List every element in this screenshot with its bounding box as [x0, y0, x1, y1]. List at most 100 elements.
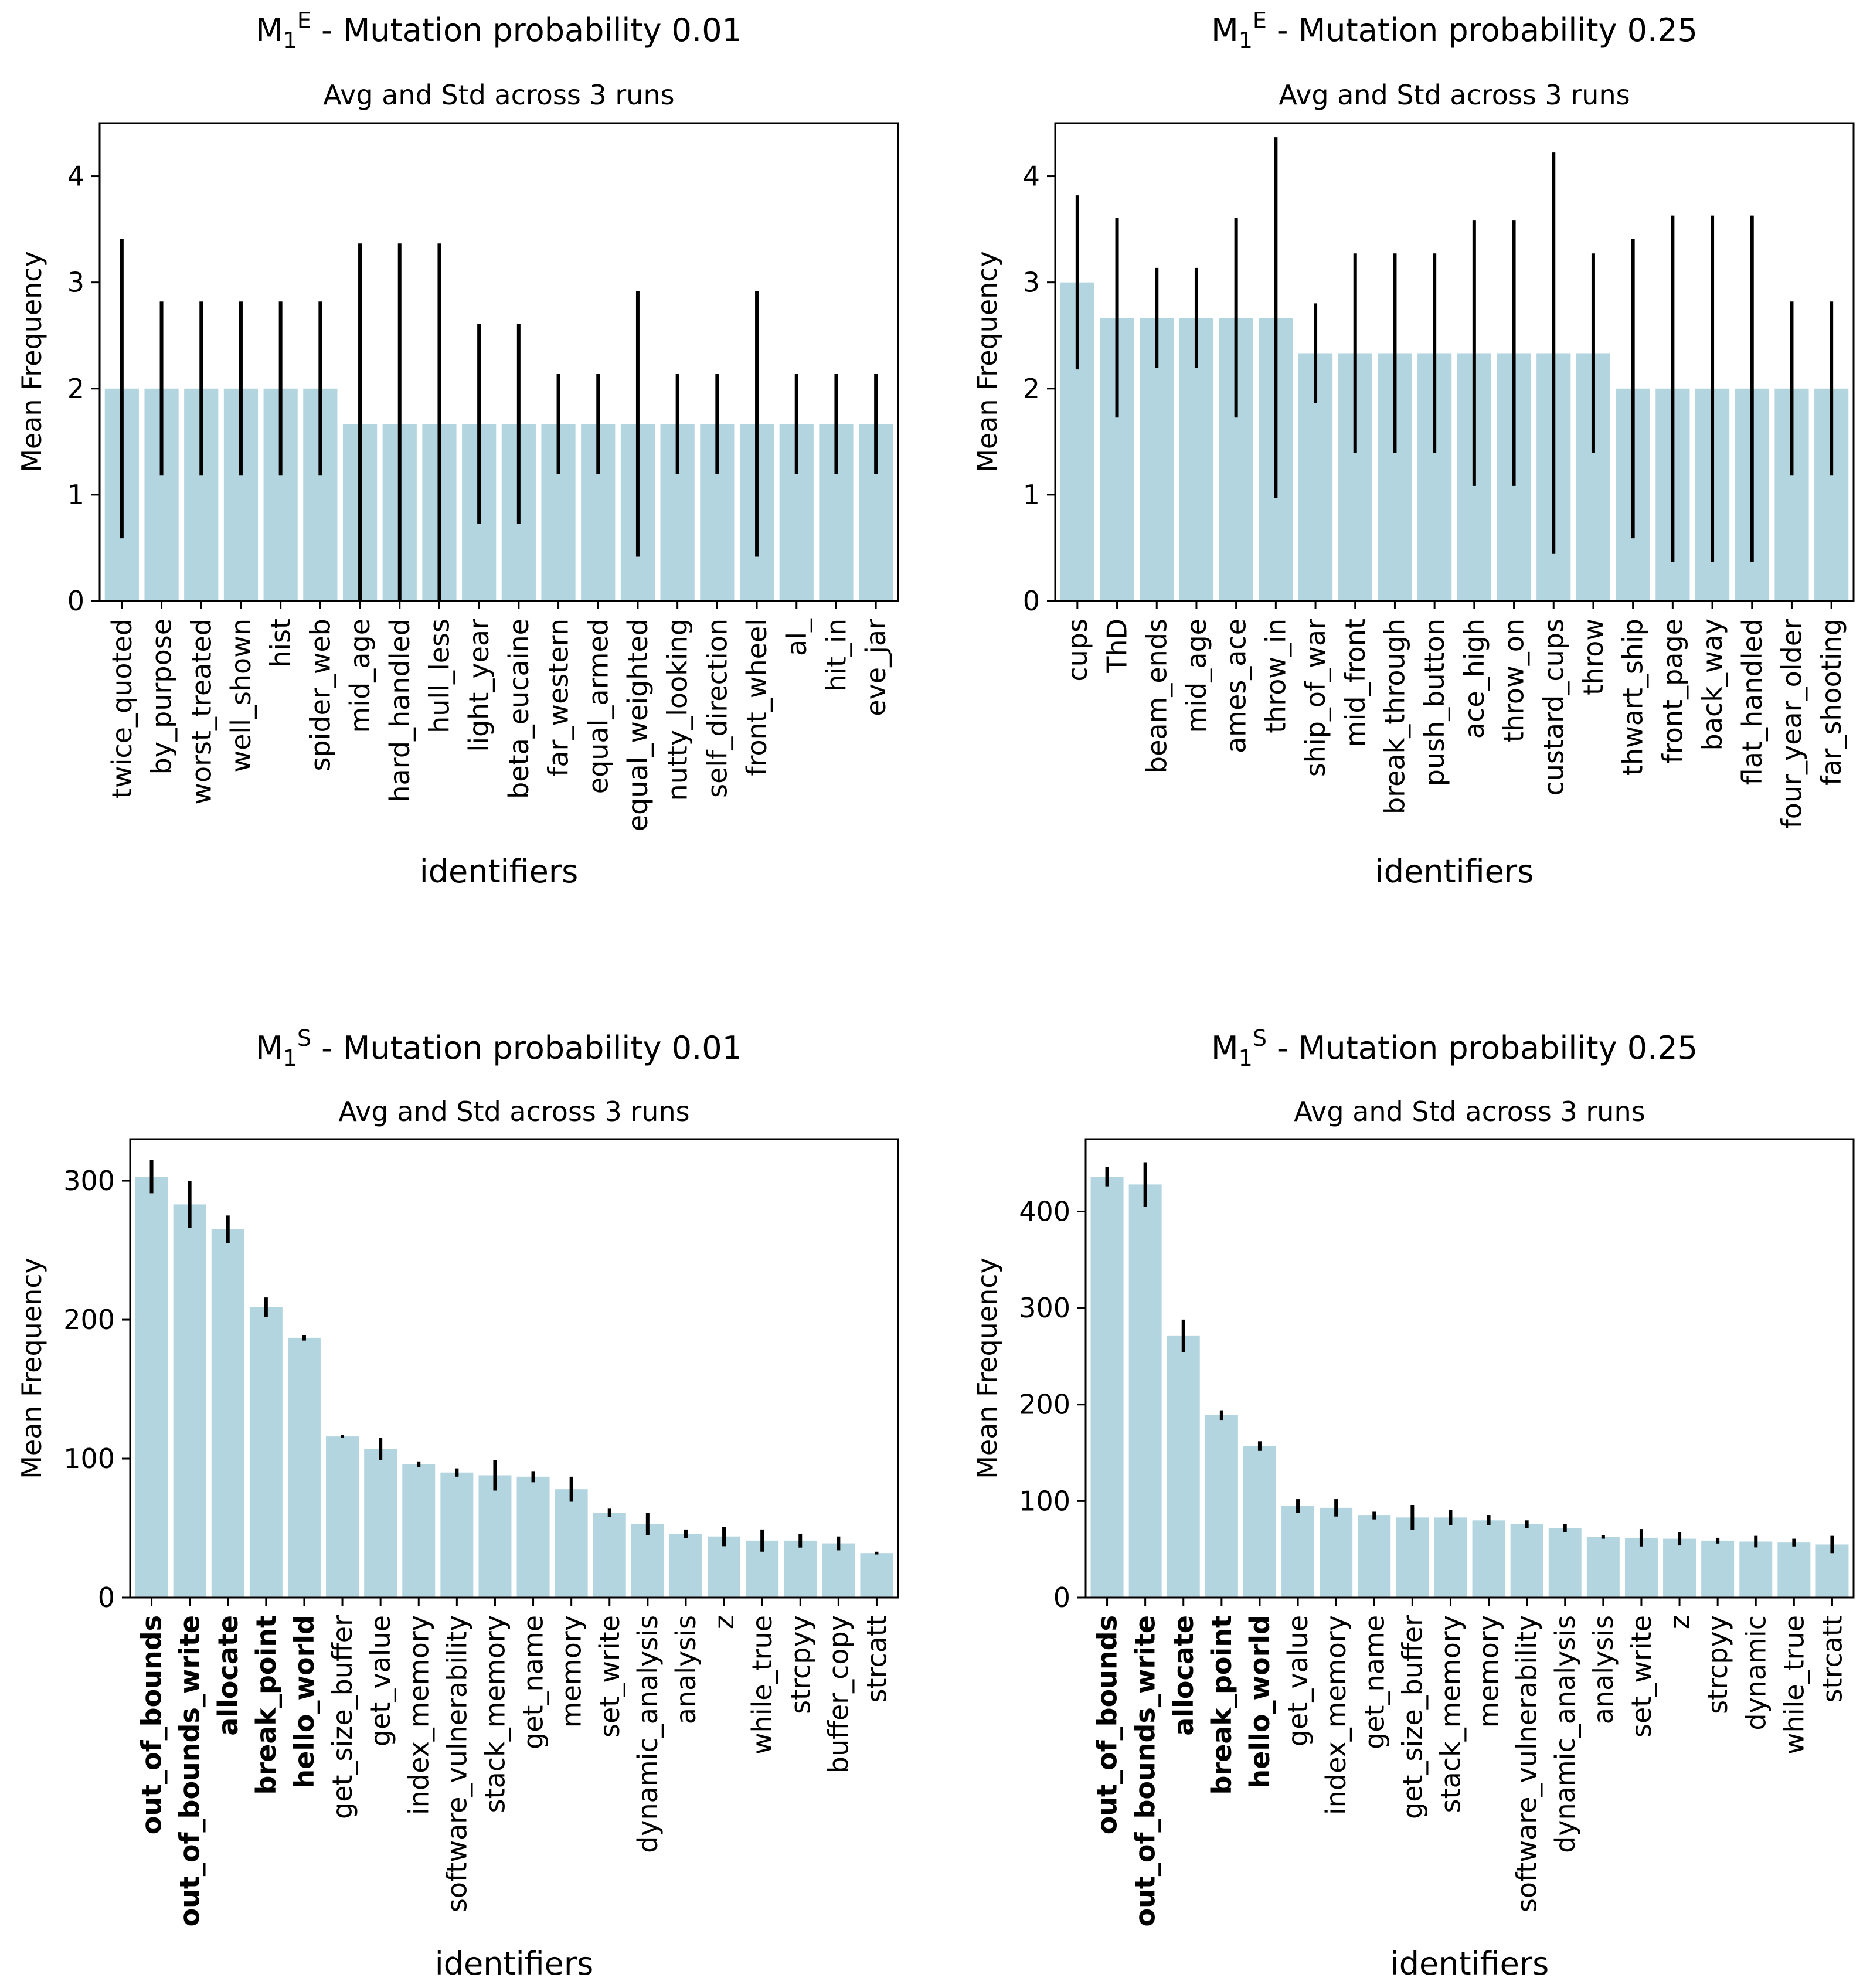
x-tick-label: hull_less — [423, 619, 455, 733]
bar — [135, 1176, 168, 1598]
x-tick-label: throw_in — [1260, 619, 1291, 733]
x-tick-label: out_of_bounds — [1092, 1615, 1123, 1834]
x-tick-label: hard_handled — [384, 619, 416, 803]
bar — [1090, 1177, 1124, 1598]
bar — [1434, 1517, 1467, 1598]
chart-title: M1E - Mutation probability 0.25 — [1211, 8, 1698, 53]
bar — [402, 1464, 436, 1598]
x-tick-label: nutty_looking — [662, 619, 693, 801]
x-tick-label: beam_ends — [1141, 619, 1172, 773]
plot-frame — [129, 1138, 899, 1599]
x-tick-label: out_of_bounds_write — [1130, 1615, 1161, 1926]
x-tick-label: equal_armed — [582, 619, 614, 794]
y-tick-label: 200 — [63, 1304, 115, 1335]
chart-marks: 0 1 2 3 4 twice_quoted by_purpose worst_treated… — [67, 122, 899, 831]
chart-title: M1E - Mutation probability 0.01 — [256, 8, 742, 53]
x-tick-label: well_shown — [225, 619, 257, 773]
chart-panel-me-025: M1E - Mutation probability 0.25 Avg and … — [971, 8, 1855, 890]
x-tick-label: while_true — [746, 1615, 778, 1755]
bar — [211, 1229, 244, 1598]
y-tick-label: 100 — [63, 1443, 115, 1474]
x-tick-label: ames_ace — [1220, 619, 1252, 753]
chart-marks: 0 1 2 3 4 cups ThD beam_ends mid_age ames_ace thro… — [1023, 122, 1855, 828]
bar — [1243, 1446, 1276, 1598]
x-tick-label: stack_memory — [479, 1615, 511, 1813]
x-tick-label: dynamic_analysis — [632, 1615, 664, 1853]
x-tick-label: while_true — [1778, 1615, 1810, 1755]
x-axis-label: identifiers — [435, 1945, 593, 1982]
chart-panel-me-001: M1E - Mutation probability 0.01 Avg and … — [16, 8, 899, 890]
bar — [1815, 1544, 1849, 1598]
bar — [287, 1337, 321, 1598]
x-tick-label: memory — [556, 1615, 587, 1728]
bar — [822, 1543, 855, 1598]
bar — [669, 1533, 702, 1598]
chart-title: M1S - Mutation probability 0.25 — [1211, 1025, 1698, 1071]
x-tick-label: get_value — [365, 1615, 396, 1746]
bar — [478, 1475, 512, 1598]
x-tick-label: break_point — [250, 1615, 282, 1795]
bar — [1586, 1537, 1620, 1598]
x-axis-label: identifiers — [420, 853, 578, 890]
x-tick-label: get_value — [1282, 1615, 1314, 1746]
y-tick-label: 0 — [1053, 1582, 1070, 1613]
x-tick-label: light_year — [463, 619, 495, 752]
chart-subtitle: Avg and Std across 3 runs — [1279, 79, 1630, 111]
y-axis-label: Mean Frequency — [971, 251, 1003, 473]
x-tick-label: throw_on — [1498, 619, 1530, 742]
x-tick-label: mid_age — [344, 619, 376, 733]
x-tick-label: flat_handled — [1736, 619, 1768, 785]
bar — [1396, 1517, 1429, 1598]
x-tick-label: allocate — [212, 1615, 244, 1736]
y-tick-label: 0 — [1023, 585, 1040, 617]
x-tick-label: break_through — [1379, 619, 1410, 814]
bar — [593, 1513, 626, 1598]
x-tick-label: mid_age — [1181, 619, 1212, 733]
x-tick-label: break_point — [1206, 1615, 1237, 1795]
x-tick-label: by_purpose — [146, 619, 178, 774]
x-tick-label: buffer_copy — [822, 1615, 854, 1773]
y-tick-label: 0 — [67, 585, 84, 617]
x-tick-label: mid_front — [1339, 619, 1371, 747]
chart-subtitle: Avg and Std across 3 runs — [323, 79, 674, 111]
bar — [708, 1536, 741, 1598]
x-tick-label: ThD — [1101, 619, 1133, 674]
x-tick-label: get_size_buffer — [1396, 1615, 1428, 1819]
y-tick-label: 300 — [1019, 1292, 1070, 1324]
bar — [1128, 1184, 1162, 1598]
y-axis-label: Mean Frequency — [16, 1258, 47, 1479]
x-tick-label: strcatt — [1816, 1615, 1848, 1702]
chart-panel-ms-001: M1S - Mutation probability 0.01 Avg and … — [16, 1025, 899, 1982]
x-tick-label: self_direction — [701, 619, 733, 798]
y-tick-label: 4 — [1023, 161, 1040, 192]
bar — [1205, 1415, 1238, 1598]
x-tick-label: memory — [1473, 1615, 1505, 1728]
bar — [1358, 1515, 1391, 1598]
x-tick-label: four_year_older — [1776, 619, 1807, 828]
y-tick-label: 3 — [1023, 267, 1040, 298]
bar — [860, 1553, 893, 1598]
x-tick-label: z — [1664, 1615, 1695, 1629]
x-tick-label: hello_world — [288, 1615, 320, 1789]
bar — [326, 1436, 359, 1598]
y-tick-label: 0 — [98, 1582, 115, 1613]
x-tick-label: back_way — [1696, 619, 1728, 750]
bar — [1548, 1528, 1582, 1598]
x-tick-label: push_button — [1419, 619, 1450, 786]
y-tick-label: 3 — [67, 267, 84, 298]
chart-subtitle: Avg and Std across 3 runs — [1294, 1096, 1645, 1127]
x-tick-label: index_memory — [1320, 1615, 1352, 1815]
plot-frame — [98, 122, 899, 602]
plot-frame — [1084, 1138, 1855, 1599]
x-tick-label: far_western — [543, 619, 574, 777]
bar — [1663, 1538, 1696, 1598]
x-axis-label: identifiers — [1390, 1945, 1549, 1982]
x-tick-label: get_size_buffer — [327, 1615, 358, 1819]
x-tick-label: spider_web — [304, 619, 336, 771]
bar — [1739, 1541, 1773, 1598]
x-tick-label: al_ — [781, 618, 812, 656]
bar — [555, 1489, 588, 1598]
bar — [516, 1476, 550, 1598]
x-tick-label: beta_eucaine — [503, 619, 535, 799]
x-tick-label: strcatt — [861, 1615, 892, 1702]
